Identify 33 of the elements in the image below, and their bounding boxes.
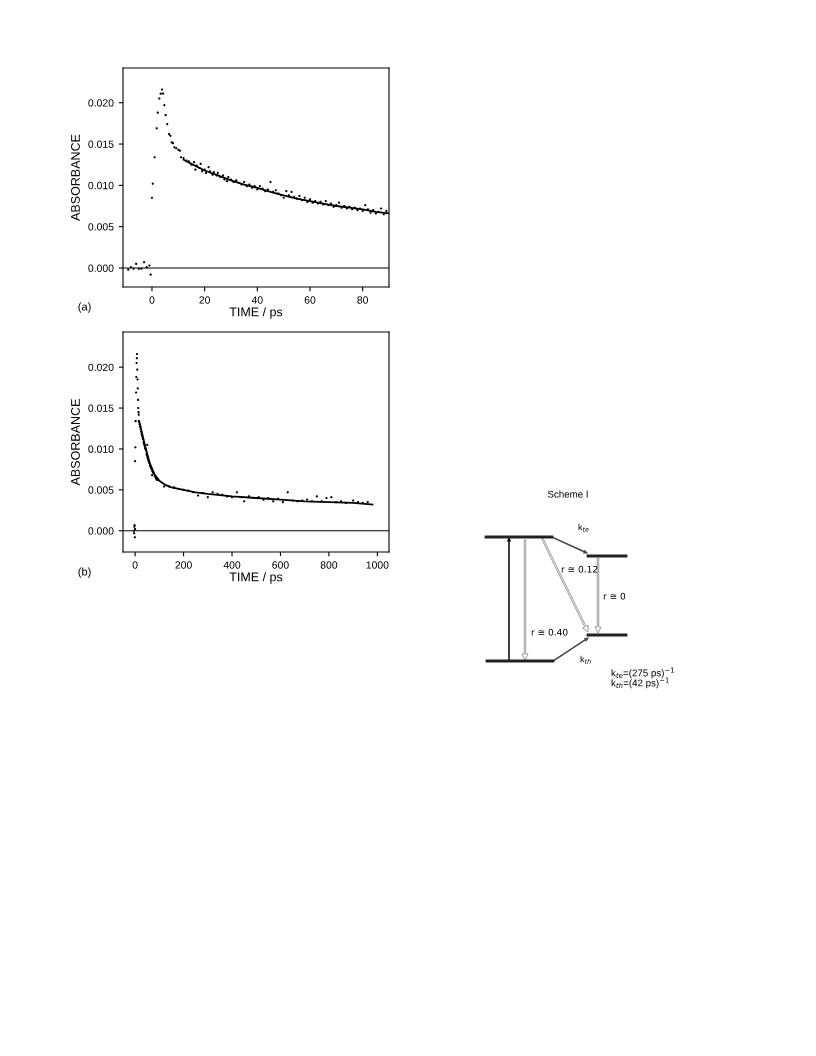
x-tick-label: 60 — [304, 296, 316, 304]
text: k$_{th}$ — [580, 655, 591, 664]
y-tick-label: 0.010 — [88, 181, 114, 190]
x-axis-title: TIME / ps — [229, 572, 283, 584]
text: (a) — [78, 302, 91, 313]
x-tick-label: 200 — [175, 561, 192, 569]
text: k$_{te}$ — [578, 523, 589, 532]
y-tick-label: 0.000 — [88, 264, 114, 272]
text: r ≅ 0 — [603, 592, 626, 600]
x-tick-label: 0 — [149, 296, 155, 304]
y-axis-title: ABSORBANCE — [71, 399, 80, 486]
text: r ≅ 0.12 — [561, 565, 598, 573]
x-tick-label: 40 — [251, 296, 263, 304]
x-tick-label: 20 — [199, 296, 211, 304]
x-tick-label: 80 — [357, 296, 369, 304]
y-tick-label: 0.020 — [88, 99, 114, 107]
text: (b) — [78, 567, 91, 578]
y-tick-label: 0.015 — [88, 404, 114, 412]
y-tick-label: 0.000 — [88, 527, 114, 535]
y-tick-label: 0.005 — [88, 223, 114, 231]
x-tick-label: 1000 — [366, 561, 389, 569]
x-tick-label: 0 — [132, 561, 138, 569]
text: Scheme I — [547, 490, 588, 498]
y-tick-label: 0.010 — [88, 445, 114, 453]
x-tick-label: 600 — [272, 561, 289, 569]
x-tick-label: 800 — [320, 561, 338, 569]
x-tick-label: 400 — [223, 561, 241, 569]
y-tick-label: 0.020 — [88, 363, 114, 372]
x-axis-title: TIME / ps — [229, 307, 283, 319]
y-axis-title: ABSORBANCE — [71, 134, 80, 221]
y-tick-label: 0.005 — [88, 486, 114, 494]
text: r ≅ 0.40 — [531, 628, 568, 636]
y-tick-label: 0.015 — [88, 140, 114, 148]
